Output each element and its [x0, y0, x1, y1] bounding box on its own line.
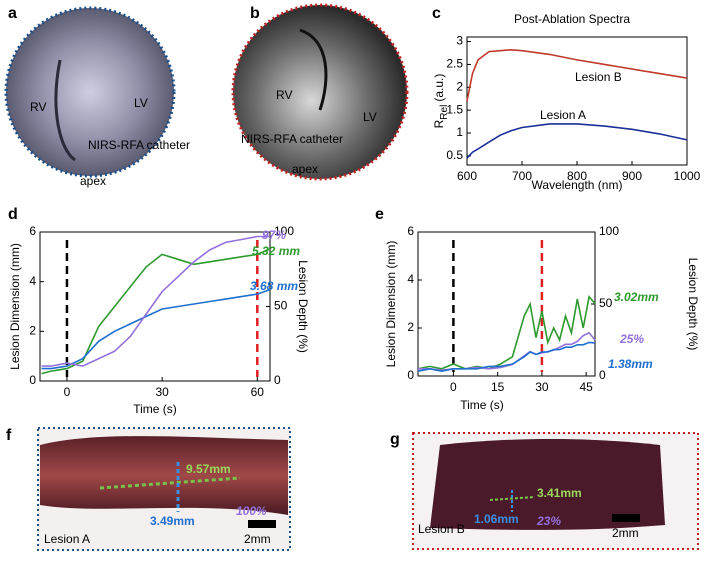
label: NIRS-RFA catheter — [88, 138, 190, 152]
y-tick-label: 6 — [407, 224, 414, 238]
x-axis-label: Time (s) — [133, 402, 177, 416]
annotation: 3.41mm — [537, 486, 582, 500]
label: NIRS-RFA catheter — [241, 132, 343, 146]
y-tick-label: 2 — [456, 79, 463, 93]
x-tick-label: 1000 — [674, 169, 701, 183]
catheter-b — [299, 28, 328, 111]
series-line — [417, 295, 596, 370]
end-label: 1.38mm — [608, 357, 653, 371]
y-axis-label: Lesion Dimension (mm) — [384, 241, 398, 368]
y2-tick-label: 0 — [599, 368, 606, 382]
panel-letter: a — [8, 5, 17, 22]
annotation: 100% — [236, 504, 267, 518]
end-label: 3.02mm — [614, 290, 659, 304]
y-axis-label-main: R — [432, 119, 446, 128]
x-tick-label: 800 — [567, 169, 587, 183]
scale-bar — [612, 514, 640, 522]
x-tick-label: 60 — [251, 385, 265, 399]
label: 2mm — [244, 532, 271, 546]
y-tick-label: 0.5 — [446, 148, 463, 162]
end-label: 97% — [262, 228, 286, 242]
y-tick-label: 1 — [456, 125, 463, 139]
catheter-a — [54, 59, 76, 162]
length-arrow — [489, 496, 536, 501]
label: 2mm — [612, 526, 639, 540]
x-tick-label: 30 — [535, 380, 549, 394]
y2-tick-label: 100 — [274, 224, 294, 238]
x-tick-label: 30 — [155, 385, 169, 399]
x-tick-label: 45 — [579, 380, 593, 394]
x-tick-label: 15 — [491, 380, 505, 394]
annotation: 9.57mm — [186, 462, 231, 476]
series-line — [417, 341, 596, 373]
panel-letter: g — [390, 431, 400, 448]
y-tick-label: 2.5 — [446, 57, 463, 71]
y-tick-label: 4 — [407, 272, 414, 286]
x-tick-label: 700 — [512, 169, 532, 183]
label: LV — [363, 110, 377, 124]
annotation: 3.49mm — [150, 514, 195, 528]
y2-axis-label: Lesion Depth (%) — [686, 258, 700, 351]
series-line — [466, 123, 688, 159]
series-line — [466, 48, 688, 102]
tissue-a — [40, 436, 288, 515]
label: LV — [134, 96, 148, 110]
x-axis-label: Wavelength (nm) — [532, 178, 623, 192]
y-axis-label-sub: Rel — [439, 105, 450, 120]
series-label: Lesion B — [575, 70, 622, 84]
panel-letter: f — [6, 427, 12, 444]
y-tick-label: 1.5 — [446, 102, 463, 116]
y2-tick-label: 0 — [274, 373, 281, 387]
label: RV — [276, 88, 292, 102]
x-axis-label: Time (s) — [460, 398, 504, 412]
label: RV — [30, 100, 46, 114]
y-tick-label: 0 — [29, 373, 36, 387]
y-tick-label: 3 — [456, 34, 463, 48]
label: apex — [292, 162, 318, 176]
y-axis-label: RRel (a.u.) — [432, 74, 449, 129]
label: Lesion B — [418, 522, 465, 536]
y2-tick-label: 50 — [274, 299, 288, 313]
y-tick-label: 2 — [407, 320, 414, 334]
annotation: 1.06mm — [474, 512, 519, 526]
x-tick-label: 0 — [450, 380, 457, 394]
y2-tick-label: 50 — [599, 296, 613, 310]
series-line — [41, 235, 270, 367]
panel-letter: d — [8, 206, 18, 223]
panel-letter: b — [250, 5, 260, 22]
end-label: 25% — [619, 332, 644, 346]
xray-a — [4, 6, 176, 178]
x-tick-label: 900 — [622, 169, 642, 183]
length-arrow — [99, 476, 241, 490]
y-axis-label-unit: (a.u.) — [432, 74, 446, 102]
y2-axis-label: Lesion Depth (%) — [296, 260, 310, 353]
chart-title: Post-Ablation Spectra — [514, 12, 630, 26]
plot-frame — [466, 36, 688, 166]
label: Lesion A — [44, 532, 90, 546]
x-tick-label: 0 — [64, 385, 71, 399]
y-tick-label: 0 — [407, 368, 414, 382]
plot-frame — [417, 231, 596, 377]
y-tick-label: 2 — [29, 324, 36, 338]
label: apex — [80, 174, 106, 188]
y-tick-label: 6 — [29, 224, 36, 238]
annotation: 23% — [536, 514, 561, 528]
tissue-b — [430, 438, 665, 530]
y-tick-label: 4 — [29, 274, 36, 288]
panel-letter: c — [432, 5, 441, 22]
panel-letter: e — [375, 206, 384, 223]
plot-frame — [39, 231, 271, 382]
end-label: 5.32 mm — [252, 244, 300, 258]
xray-b — [231, 3, 409, 181]
series-label: Lesion A — [540, 108, 586, 122]
y-axis-label: Lesion Dimension (mm) — [8, 243, 22, 370]
y2-tick-label: 100 — [599, 224, 619, 238]
series-line — [41, 288, 271, 370]
end-label: 3.68 mm — [250, 279, 298, 293]
scale-bar — [248, 520, 276, 528]
x-tick-label: 600 — [457, 169, 477, 183]
